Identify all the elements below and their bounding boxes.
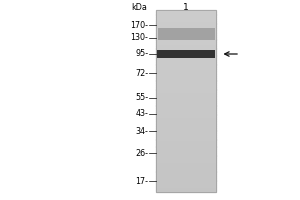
Bar [156,119,216,121]
Bar [156,46,216,49]
Bar [156,83,216,85]
Bar [156,185,216,187]
Bar [156,30,216,33]
Bar [156,58,216,60]
Bar [156,169,216,172]
Bar [156,108,216,110]
Bar [156,121,216,124]
Bar [156,21,216,24]
Bar [156,178,216,181]
Bar [156,26,216,28]
Bar [156,171,216,174]
Bar [156,76,216,78]
Bar [156,28,216,30]
Text: 1: 1 [183,2,189,11]
Bar [156,142,216,144]
Bar [156,92,216,94]
Text: 55-: 55- [135,94,148,102]
Bar [156,114,216,117]
Bar [156,64,216,67]
Bar [156,180,216,183]
Bar [156,135,216,137]
Bar [156,42,216,44]
Bar [156,101,216,103]
Text: 17-: 17- [136,176,148,186]
Bar [156,85,216,87]
Bar [156,187,216,190]
Bar [156,60,216,62]
Bar [156,112,216,115]
Bar [156,53,216,56]
Bar [157,50,215,58]
Bar [156,137,216,140]
Bar [156,139,216,142]
Bar [156,17,216,19]
Bar [156,44,216,46]
Bar [156,33,216,35]
Bar [156,51,216,53]
Bar [156,48,216,51]
Bar [156,128,216,131]
Bar [156,117,216,119]
Bar [156,62,216,65]
Bar [156,19,216,21]
Text: 34-: 34- [136,127,148,136]
Bar [156,78,216,81]
Bar [156,55,216,58]
Bar [156,105,216,108]
Bar [156,151,216,153]
Bar [156,10,216,12]
Bar [156,174,216,176]
Bar [156,176,216,178]
Bar [156,153,216,156]
Bar [156,67,216,69]
Bar [156,146,216,149]
Bar [156,162,216,165]
Text: 170-: 170- [130,21,148,29]
Bar [156,96,216,99]
Bar [156,130,216,133]
Bar [156,103,216,106]
Bar [156,10,216,192]
Text: 72-: 72- [135,68,148,77]
Bar [156,87,216,90]
Bar [158,28,214,40]
Text: 130-: 130- [130,33,148,43]
Bar [156,73,216,76]
Bar [156,94,216,96]
Bar [156,167,216,169]
Text: 43-: 43- [136,110,148,118]
Bar [156,164,216,167]
Bar [156,14,216,17]
Text: 95-: 95- [135,49,148,58]
Bar [156,12,216,15]
Bar [156,124,216,126]
Bar [156,149,216,151]
Text: kDa: kDa [131,2,147,11]
Bar [156,71,216,74]
Bar [156,80,216,83]
Bar [156,39,216,42]
Bar [156,144,216,146]
Bar [156,190,216,192]
Bar [156,133,216,135]
Bar [156,37,216,40]
Bar [156,23,216,26]
Bar [156,126,216,128]
Bar [156,110,216,112]
Bar [156,69,216,71]
Bar [156,158,216,160]
Bar [156,155,216,158]
Text: 26-: 26- [136,148,148,158]
Bar [156,160,216,162]
Bar [156,89,216,92]
Bar [156,183,216,185]
Bar [156,35,216,37]
Bar [156,99,216,101]
